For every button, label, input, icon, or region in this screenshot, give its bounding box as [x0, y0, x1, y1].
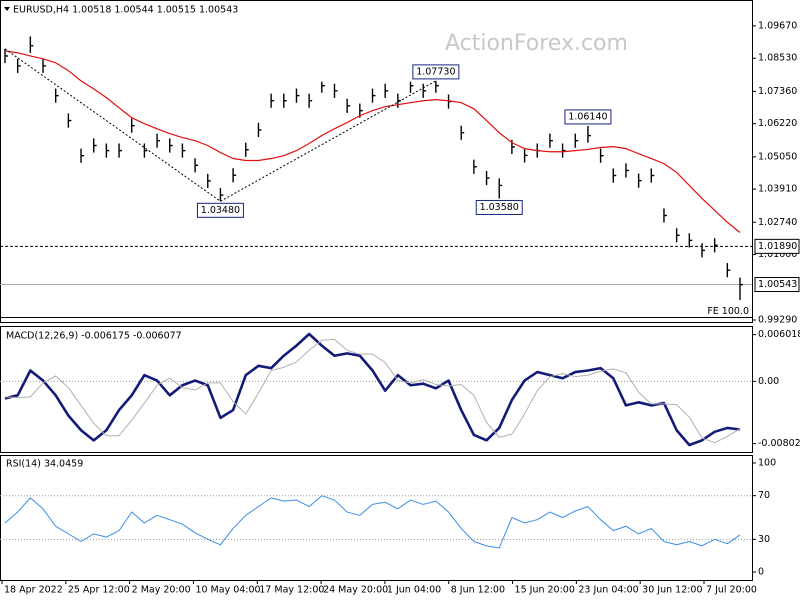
y-tick-label: 0 — [758, 567, 764, 578]
y-tick-label: 70 — [758, 490, 770, 501]
level-label: 1.01890 — [758, 241, 797, 252]
watermark: ActionForex.com — [445, 31, 628, 56]
y-tick-label: 0.99290 — [758, 315, 797, 326]
y-tick-label: 1.07360 — [758, 86, 797, 97]
y-tick-label: -0.00802 — [758, 438, 800, 449]
fibo-label: FE 100.0 — [707, 306, 749, 317]
level-box — [754, 238, 800, 254]
annotation-box — [564, 109, 612, 125]
y-tick-label: 1.06220 — [758, 118, 797, 129]
indicator-line — [4, 332, 741, 447]
level-label: 1.00543 — [758, 279, 797, 290]
annotation-box — [412, 64, 460, 80]
x-tick-label: 17 May 12:00 — [259, 585, 324, 596]
rsi-panel — [0, 455, 753, 581]
y-tick-label: 1.03910 — [758, 184, 797, 195]
annotation-label: 1.03580 — [480, 202, 519, 213]
x-tick-label: 24 May 20:00 — [323, 585, 388, 596]
x-tick-label: 10 May 04:00 — [195, 585, 260, 596]
x-tick-label: 30 Jun 12:00 — [642, 585, 702, 596]
rsi-title: RSI(14) 34.0459 — [6, 459, 83, 470]
y-tick-label: 1.02740 — [758, 217, 797, 228]
y-tick-label: 1.01600 — [758, 249, 797, 260]
indicator-line — [4, 495, 741, 549]
x-tick-label: 2 May 20:00 — [132, 585, 191, 596]
annotation-label: 1.03480 — [201, 205, 240, 216]
price-panel — [0, 0, 753, 323]
annotation-label: 1.06140 — [568, 111, 607, 122]
macd-panel — [0, 326, 753, 453]
x-tick-label: 15 Jun 20:00 — [515, 585, 575, 596]
annotation-box — [196, 202, 244, 218]
y-tick-label: 1.08530 — [758, 53, 797, 64]
y-tick-label: 30 — [758, 534, 770, 545]
x-tick-label: 8 Jun 12:00 — [451, 585, 505, 596]
y-tick-label: 0.006018 — [758, 329, 800, 340]
annotation-box — [475, 199, 523, 215]
macd-title: MACD(12,26,9) -0.006175 -0.006077 — [6, 331, 182, 342]
symbol-marker — [4, 7, 10, 11]
x-tick-label: 25 Apr 12:00 — [68, 585, 130, 596]
y-tick-label: 0.00 — [758, 376, 779, 387]
x-tick-label: 1 Jun 04:00 — [387, 585, 441, 596]
x-tick-label: 7 Jul 20:00 — [706, 585, 757, 596]
y-tick-label: 100 — [758, 457, 776, 468]
annotation-label: 1.07730 — [416, 66, 455, 77]
x-tick-label: 23 Jun 04:00 — [578, 585, 638, 596]
wave-line — [4, 48, 437, 202]
x-tick-label: 18 Apr 2022 — [4, 585, 63, 596]
indicator-line — [4, 338, 741, 444]
level-box — [754, 277, 800, 293]
y-tick-label: 1.05050 — [758, 151, 797, 162]
y-tick-label: 1.09670 — [758, 20, 797, 31]
price-title: EURUSD,H4 1.00518 1.00544 1.00515 1.0054… — [13, 5, 238, 16]
moving-average — [4, 50, 741, 233]
